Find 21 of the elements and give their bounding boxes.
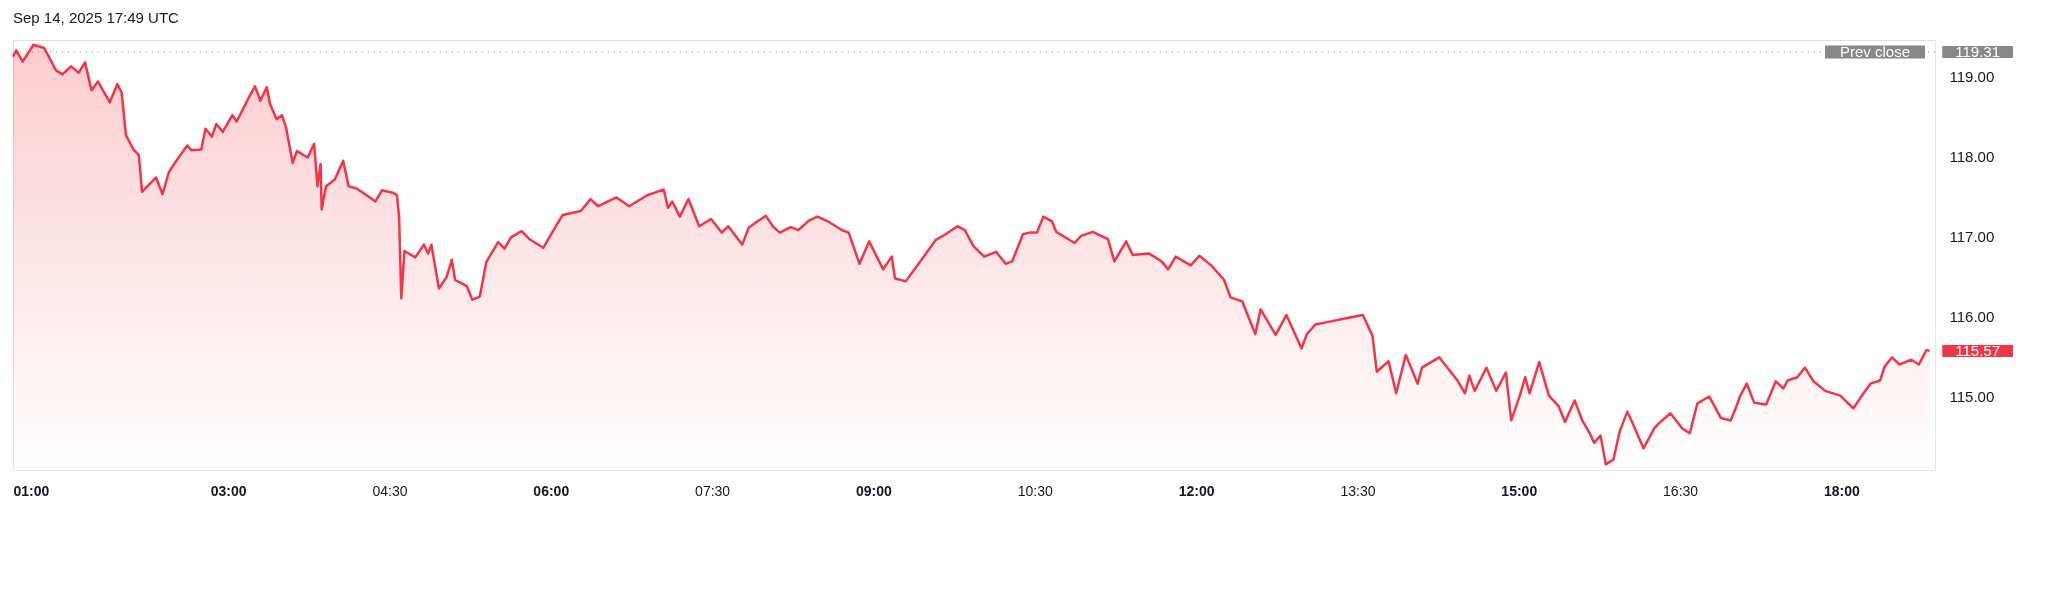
annotation: 115.57 <box>1955 341 2001 359</box>
y-tick-label: 116.00 <box>1949 308 1995 326</box>
y-tick-label: 119.00 <box>1949 68 1995 86</box>
x-tick-label: 13:30 <box>1340 482 1376 499</box>
x-tick-label: 03:00 <box>210 482 247 499</box>
y-tick-label: 117.00 <box>1949 228 1995 246</box>
x-tick-label: 04:30 <box>372 482 408 499</box>
x-tick-label: 10:30 <box>1017 482 1053 499</box>
y-tick-label: 115.00 <box>1949 387 1995 405</box>
x-tick-label: 16:30 <box>1663 482 1699 499</box>
x-tick-label: 07:30 <box>695 482 731 499</box>
x-tick-label: 12:00 <box>1178 482 1215 499</box>
x-tick-label: 06:00 <box>533 482 570 499</box>
x-tick-label: 01:00 <box>13 482 50 499</box>
x-tick-label: 09:00 <box>856 482 893 499</box>
text: Sep 14, 2025 17:49 UTC <box>13 9 180 26</box>
ref-line-label: Prev close <box>1839 42 1911 60</box>
x-tick-label: 15:00 <box>1501 482 1538 499</box>
annotation: 119.31 <box>1955 42 2001 60</box>
y-tick-label: 118.00 <box>1949 148 1995 166</box>
x-tick-label: 18:00 <box>1824 482 1861 499</box>
